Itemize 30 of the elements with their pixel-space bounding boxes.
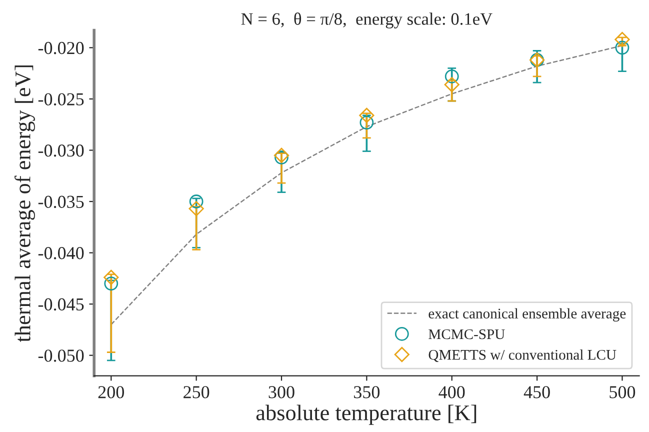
chart-title: N = 6, θ = π/8, energy scale: 0.1eV bbox=[241, 12, 492, 28]
legend-label: MCMC-SPU bbox=[428, 329, 505, 340]
x-tick-label: 300 bbox=[268, 386, 294, 398]
point bbox=[614, 32, 630, 48]
point bbox=[104, 276, 118, 290]
x-tick-label: 500 bbox=[610, 386, 636, 398]
y-tick-label: -0.020 bbox=[38, 42, 84, 54]
point bbox=[615, 40, 630, 55]
point bbox=[104, 270, 119, 285]
x-tick-label: 200 bbox=[98, 386, 124, 398]
point bbox=[444, 69, 459, 84]
point bbox=[188, 201, 204, 216]
point bbox=[444, 77, 460, 92]
point bbox=[189, 194, 204, 208]
y-tick-label: -0.050 bbox=[38, 350, 84, 362]
y-tick-label: -0.035 bbox=[38, 196, 84, 208]
x-axis-title: absolute temperature [K] bbox=[256, 404, 476, 425]
x-tick-label: 450 bbox=[524, 386, 550, 398]
x-tick-label: 250 bbox=[184, 386, 210, 398]
legend-label: exact canonical ensemble average bbox=[428, 308, 626, 322]
legend-label: QMETTS w/ conventional LCU bbox=[428, 349, 616, 362]
point bbox=[360, 116, 374, 130]
y-tick-label: -0.040 bbox=[38, 247, 84, 260]
y-tick-label: -0.025 bbox=[38, 93, 84, 106]
y-tick-label: -0.045 bbox=[38, 298, 84, 311]
point bbox=[359, 108, 374, 123]
y-axis-title: thermal average of energy [eV] bbox=[14, 65, 35, 342]
y-tick-label: -0.030 bbox=[38, 144, 84, 157]
x-tick-label: 350 bbox=[354, 386, 380, 398]
x-tick-label: 400 bbox=[438, 386, 465, 398]
